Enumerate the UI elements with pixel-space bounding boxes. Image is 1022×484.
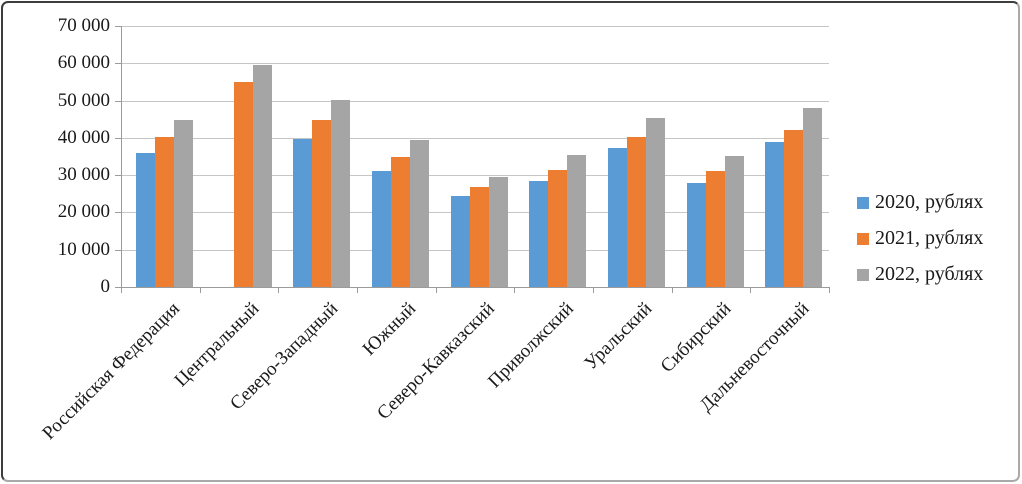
- y-axis-label: 60 000: [57, 52, 110, 74]
- x-axis-tick: [357, 288, 358, 293]
- legend-label: 2021, рублях: [875, 227, 984, 249]
- bar-2022-8: [725, 156, 744, 287]
- legend-item-2021: 2021, рублях: [857, 228, 983, 249]
- x-axis-tick: [671, 288, 673, 293]
- bar-2021-1: [155, 137, 174, 287]
- y-axis-tick: [115, 287, 121, 288]
- y-axis-tick: [115, 175, 121, 177]
- bar-2020-5: [451, 196, 470, 287]
- bar-2021-7: [627, 137, 646, 287]
- bar-2022-9: [803, 108, 822, 287]
- y-axis-tick: [115, 249, 121, 251]
- bar-2021-4: [391, 157, 410, 287]
- legend-label: 2020, рублях: [875, 191, 984, 213]
- x-axis-tick: [829, 288, 830, 293]
- x-axis-tick: [750, 288, 752, 293]
- bar-2022-1: [174, 120, 193, 287]
- bar-2020-1: [136, 153, 155, 287]
- bar-2022-6: [567, 155, 586, 287]
- y-axis-tick: [115, 137, 121, 139]
- bar-2021-9: [784, 130, 803, 287]
- legend-item-2022: 2022, рублях: [857, 264, 983, 285]
- legend-item-2020: 2020, рублях: [857, 192, 983, 213]
- bar-2020-9: [765, 142, 784, 287]
- y-axis-label: 10 000: [57, 238, 110, 260]
- legend: 2020, рублях 2021, рублях 2022, рублях: [857, 192, 983, 300]
- bar-2021-2: [234, 82, 253, 287]
- gridline-40000: [121, 137, 829, 139]
- y-axis-label: 20 000: [57, 201, 110, 223]
- bar-2020-6: [529, 181, 548, 287]
- gridline-50000: [121, 100, 829, 102]
- bar-2020-4: [372, 171, 391, 287]
- gridline-60000: [121, 63, 829, 65]
- x-axis-tick: [278, 288, 280, 293]
- bar-2021-5: [470, 187, 489, 287]
- bar-2022-4: [410, 140, 429, 287]
- y-axis-line: [121, 26, 122, 288]
- bar-2021-6: [548, 170, 567, 287]
- y-axis-label: 30 000: [57, 164, 110, 186]
- y-axis-tick: [115, 212, 121, 214]
- y-axis-label: 70 000: [57, 15, 110, 36]
- y-axis-tick: [115, 26, 121, 27]
- legend-swatch-icon: [857, 268, 869, 281]
- bar-2022-7: [646, 118, 665, 287]
- x-axis-tick: [435, 288, 437, 293]
- y-axis-tick: [115, 63, 121, 65]
- bar-2020-3: [293, 139, 312, 287]
- x-category-label: Уральский: [580, 298, 657, 374]
- bar-2021-3: [312, 120, 331, 287]
- y-axis-label: 50 000: [57, 89, 110, 111]
- y-axis-label: 40 000: [57, 126, 110, 148]
- x-category-label: Российская Федерация: [38, 298, 185, 444]
- x-category-label: Сибирский: [656, 298, 736, 377]
- bar-2020-8: [687, 183, 706, 287]
- x-axis-tick: [593, 288, 594, 293]
- legend-swatch-icon: [857, 232, 869, 245]
- x-axis-tick: [121, 288, 122, 293]
- bar-2021-8: [706, 171, 725, 287]
- bar-2022-2: [253, 65, 272, 287]
- legend-swatch-icon: [857, 196, 869, 209]
- x-axis-line: [121, 287, 830, 288]
- x-category-label: Южный: [358, 298, 421, 360]
- x-axis-tick: [199, 288, 201, 293]
- gridline-30000: [121, 175, 829, 177]
- x-axis-tick: [514, 288, 516, 293]
- bar-2020-7: [608, 148, 627, 287]
- legend-label: 2022, рублях: [875, 263, 984, 285]
- bar-2022-3: [331, 100, 350, 287]
- y-axis-label: 0: [100, 276, 111, 297]
- gridline-70000: [121, 26, 829, 27]
- bar-2022-5: [489, 177, 508, 287]
- y-axis-tick: [115, 100, 121, 102]
